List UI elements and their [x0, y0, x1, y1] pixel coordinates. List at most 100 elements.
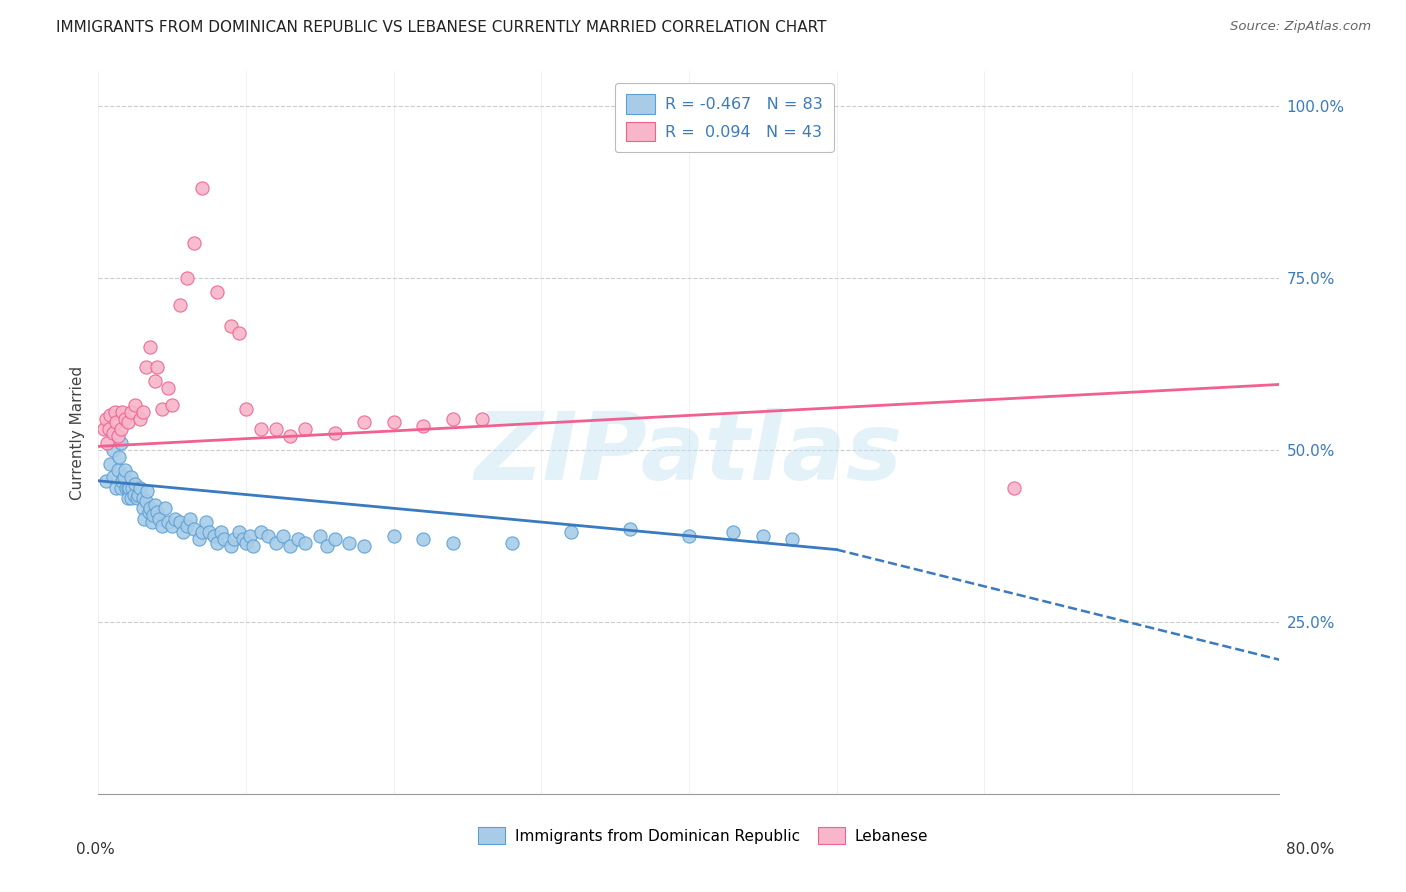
Point — [117, 481, 139, 495]
Point — [138, 505, 160, 519]
Point — [120, 470, 142, 484]
Point — [103, 425, 125, 440]
Point — [232, 533, 254, 547]
Point — [127, 487, 149, 501]
Point — [382, 415, 405, 429]
Point — [135, 360, 157, 375]
Point — [242, 539, 264, 553]
Point — [1002, 481, 1025, 495]
Point — [271, 529, 294, 543]
Text: 0.0%: 0.0% — [76, 842, 115, 856]
Point — [183, 236, 205, 251]
Point — [96, 436, 118, 450]
Point — [228, 525, 250, 540]
Point — [235, 401, 257, 416]
Point — [221, 539, 243, 553]
Point — [323, 425, 346, 440]
Point — [143, 374, 166, 388]
Point — [121, 481, 143, 495]
Point — [93, 422, 115, 436]
Point — [280, 429, 302, 443]
Point — [132, 491, 155, 505]
Point — [128, 412, 150, 426]
Point — [115, 481, 138, 495]
Point — [105, 481, 128, 495]
Point — [94, 412, 117, 426]
Point — [110, 422, 132, 436]
Point — [97, 422, 120, 436]
Point — [111, 474, 134, 488]
Point — [122, 487, 145, 501]
Point — [124, 398, 146, 412]
Point — [221, 318, 243, 333]
Point — [110, 436, 132, 450]
Point — [156, 381, 179, 395]
Text: IMMIGRANTS FROM DOMINICAN REPUBLIC VS LEBANESE CURRENTLY MARRIED CORRELATION CHA: IMMIGRANTS FROM DOMINICAN REPUBLIC VS LE… — [56, 20, 827, 35]
Point — [134, 511, 156, 525]
Text: 80.0%: 80.0% — [1286, 842, 1334, 856]
Point — [110, 481, 132, 495]
Point — [94, 474, 117, 488]
Point — [114, 412, 136, 426]
Point — [294, 535, 316, 549]
Point — [264, 422, 287, 436]
Point — [118, 481, 141, 495]
Point — [114, 463, 136, 477]
Point — [323, 533, 346, 547]
Point — [169, 298, 191, 312]
Legend: Immigrants from Dominican Republic, Lebanese: Immigrants from Dominican Republic, Leba… — [472, 821, 934, 850]
Point — [107, 463, 129, 477]
Point — [103, 470, 125, 484]
Point — [148, 511, 170, 525]
Point — [309, 529, 332, 543]
Text: Source: ZipAtlas.com: Source: ZipAtlas.com — [1230, 20, 1371, 33]
Point — [172, 525, 194, 540]
Point — [120, 405, 142, 419]
Point — [108, 450, 131, 464]
Point — [162, 518, 183, 533]
Point — [132, 501, 155, 516]
Point — [205, 285, 228, 299]
Point — [162, 398, 183, 412]
Point — [723, 525, 745, 540]
Point — [191, 181, 214, 195]
Point — [239, 529, 262, 543]
Point — [142, 508, 165, 523]
Point — [280, 539, 302, 553]
Point — [752, 529, 775, 543]
Point — [205, 535, 228, 549]
Point — [212, 533, 235, 547]
Point — [501, 535, 523, 549]
Y-axis label: Currently Married: Currently Married — [69, 366, 84, 500]
Point — [98, 457, 121, 471]
Point — [471, 412, 494, 426]
Point — [104, 405, 127, 419]
Point — [132, 405, 155, 419]
Point — [441, 535, 464, 549]
Point — [560, 525, 582, 540]
Point — [228, 326, 250, 340]
Point — [195, 515, 218, 529]
Point — [187, 533, 209, 547]
Point — [339, 535, 361, 549]
Point — [198, 525, 221, 540]
Point — [111, 405, 134, 419]
Point — [782, 533, 804, 547]
Point — [250, 422, 273, 436]
Point — [250, 525, 273, 540]
Point — [150, 518, 173, 533]
Point — [117, 491, 139, 505]
Point — [224, 533, 246, 547]
Point — [287, 533, 309, 547]
Point — [209, 525, 232, 540]
Point — [191, 525, 214, 540]
Point — [128, 481, 150, 495]
Point — [257, 529, 280, 543]
Point — [107, 429, 129, 443]
Point — [98, 409, 121, 423]
Point — [169, 515, 191, 529]
Point — [139, 340, 162, 354]
Point — [412, 418, 434, 433]
Point — [264, 535, 287, 549]
Point — [382, 529, 405, 543]
